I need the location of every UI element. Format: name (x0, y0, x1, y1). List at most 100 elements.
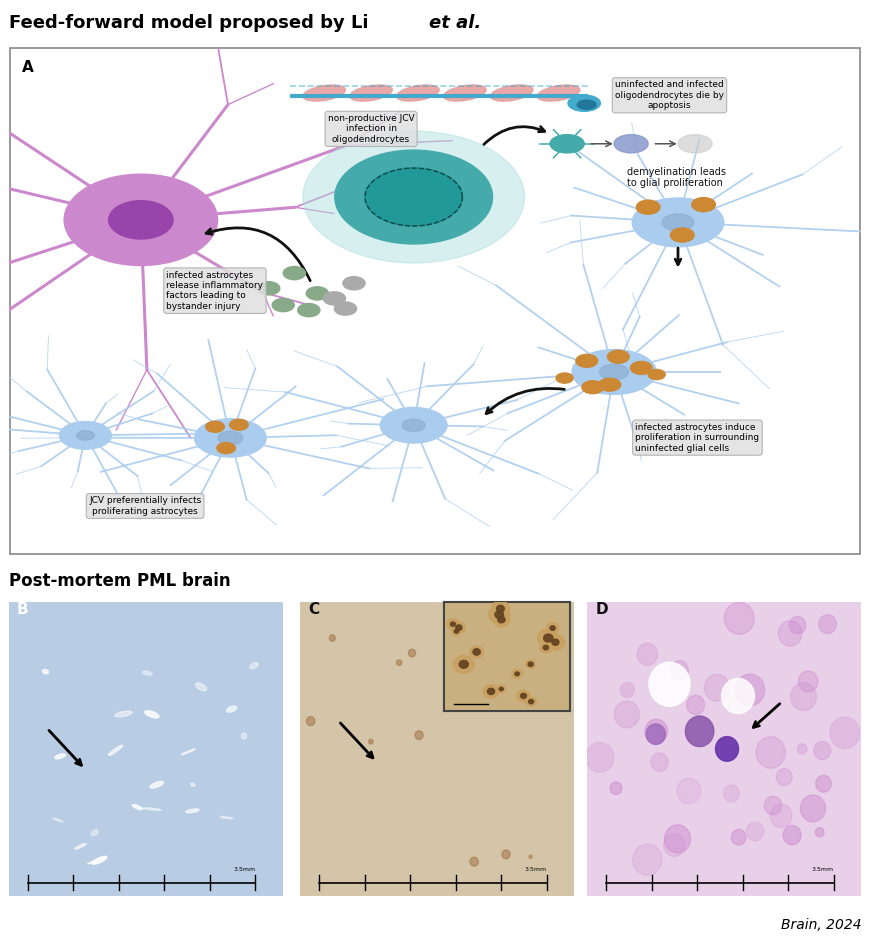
Text: Brain, 2024: Brain, 2024 (779, 919, 860, 932)
Text: B: B (17, 602, 29, 617)
Ellipse shape (335, 150, 492, 244)
Circle shape (459, 661, 468, 668)
Circle shape (775, 769, 791, 786)
Circle shape (516, 690, 529, 702)
Circle shape (528, 855, 532, 859)
Ellipse shape (302, 85, 345, 101)
Circle shape (686, 695, 704, 715)
Circle shape (527, 662, 533, 666)
Circle shape (609, 782, 621, 794)
Circle shape (334, 302, 356, 315)
Ellipse shape (220, 816, 233, 819)
Circle shape (764, 796, 781, 815)
Circle shape (724, 602, 753, 634)
Ellipse shape (401, 419, 425, 431)
Ellipse shape (195, 419, 266, 457)
Ellipse shape (571, 350, 655, 394)
Circle shape (797, 744, 806, 754)
Circle shape (632, 844, 661, 875)
Circle shape (323, 292, 345, 305)
Circle shape (714, 737, 738, 761)
Ellipse shape (599, 364, 627, 380)
Circle shape (746, 822, 763, 841)
Circle shape (829, 717, 859, 749)
Circle shape (497, 616, 504, 623)
Circle shape (575, 355, 597, 367)
Circle shape (491, 601, 509, 616)
Ellipse shape (490, 85, 533, 101)
Ellipse shape (143, 671, 152, 675)
Circle shape (496, 606, 504, 612)
Ellipse shape (132, 805, 143, 810)
Ellipse shape (109, 201, 173, 239)
Circle shape (469, 646, 483, 658)
Ellipse shape (92, 856, 107, 865)
Ellipse shape (632, 198, 723, 246)
FancyBboxPatch shape (10, 48, 859, 554)
Circle shape (329, 635, 335, 641)
Ellipse shape (549, 135, 584, 153)
Ellipse shape (249, 663, 258, 668)
Circle shape (396, 660, 401, 665)
Circle shape (473, 648, 480, 655)
Ellipse shape (149, 781, 163, 788)
Ellipse shape (567, 95, 600, 111)
Circle shape (450, 622, 454, 627)
Circle shape (598, 378, 620, 392)
Circle shape (799, 795, 825, 822)
Ellipse shape (75, 844, 86, 849)
Ellipse shape (143, 808, 161, 811)
Circle shape (755, 737, 785, 768)
Circle shape (647, 370, 665, 379)
Circle shape (644, 720, 667, 743)
Circle shape (586, 742, 614, 773)
Ellipse shape (677, 135, 712, 153)
Circle shape (272, 299, 294, 312)
Circle shape (297, 303, 320, 317)
Circle shape (676, 778, 700, 804)
Text: demyelination leads
to glial proliferation: demyelination leads to glial proliferati… (627, 167, 725, 189)
Circle shape (648, 663, 689, 706)
Circle shape (635, 200, 660, 214)
Circle shape (469, 857, 478, 866)
Text: 3.5mm: 3.5mm (524, 866, 546, 871)
Circle shape (306, 287, 328, 300)
Text: 3.5mm: 3.5mm (811, 866, 833, 871)
Circle shape (614, 701, 639, 728)
Ellipse shape (190, 783, 195, 786)
Ellipse shape (380, 408, 447, 443)
Circle shape (769, 804, 791, 828)
Ellipse shape (537, 85, 579, 101)
Circle shape (782, 826, 800, 845)
Circle shape (488, 606, 509, 624)
Circle shape (581, 381, 603, 393)
Text: uninfected and infected
oligodendrocytes die by
apoptosis: uninfected and infected oligodendrocytes… (614, 81, 723, 110)
Circle shape (620, 683, 634, 698)
Ellipse shape (396, 85, 439, 101)
Text: C: C (308, 602, 319, 617)
Ellipse shape (226, 706, 236, 712)
Ellipse shape (144, 711, 159, 718)
Ellipse shape (43, 669, 49, 674)
Ellipse shape (181, 749, 195, 755)
Circle shape (368, 739, 373, 744)
Ellipse shape (115, 711, 132, 717)
Circle shape (798, 671, 817, 692)
Ellipse shape (577, 100, 595, 109)
Circle shape (814, 828, 823, 837)
Circle shape (525, 660, 534, 668)
Circle shape (650, 753, 667, 772)
Circle shape (496, 684, 506, 693)
Circle shape (646, 724, 665, 744)
Circle shape (630, 361, 652, 374)
Ellipse shape (76, 430, 94, 440)
Text: infected astrocytes
release inflammatory
factors leading to
bystander injury: infected astrocytes release inflammatory… (166, 270, 263, 311)
Circle shape (453, 655, 474, 673)
Circle shape (664, 825, 690, 853)
Circle shape (537, 629, 558, 647)
Circle shape (813, 741, 830, 759)
Circle shape (788, 616, 805, 634)
Ellipse shape (302, 131, 524, 263)
Circle shape (452, 622, 465, 633)
Circle shape (539, 642, 552, 653)
